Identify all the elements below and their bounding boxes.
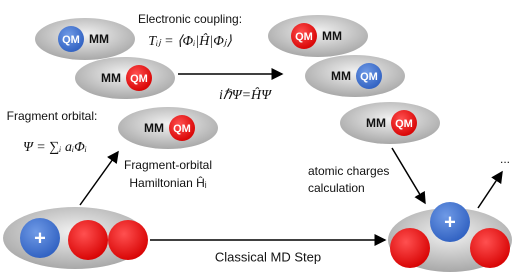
mm-label: MM xyxy=(322,29,342,43)
propagation: iℏΨ=ĤΨ xyxy=(219,86,272,103)
qm-label: QM xyxy=(395,118,413,130)
mm-label: MM xyxy=(366,116,386,130)
mm-label: MM xyxy=(144,121,164,135)
molecule xyxy=(35,18,135,60)
ellipsis: ... xyxy=(500,152,510,166)
qm-label: QM xyxy=(62,34,80,46)
hamiltonian: Hamiltonian Ĥᵢ xyxy=(129,175,206,190)
plus: + xyxy=(34,227,46,249)
fragment-title: Fragment orbital: xyxy=(7,109,98,123)
qm-label: QM xyxy=(360,71,378,83)
charges: calculation xyxy=(308,181,365,195)
hamiltonian: Fragment-orbital xyxy=(124,158,212,172)
molecule xyxy=(118,107,218,149)
molecules: QM MM MM QM MM QM QM MM MM QM MM QM xyxy=(35,15,440,149)
plus: + xyxy=(444,211,456,233)
qm-label: QM xyxy=(130,73,148,85)
coupling-formula: Tᵢⱼ = ⟨Φᵢ|Ĥ|Φⱼ⟩ xyxy=(148,32,232,49)
mm-atom xyxy=(68,220,108,260)
md-step: Classical MD Step xyxy=(215,249,321,264)
mm-atom xyxy=(470,228,510,268)
arrow xyxy=(80,152,118,205)
qm-label: QM xyxy=(173,123,191,135)
molecule xyxy=(75,57,175,99)
charges: atomic charges xyxy=(308,164,389,178)
mm-label: MM xyxy=(101,71,121,85)
mm-label: MM xyxy=(331,69,351,83)
molecule xyxy=(340,102,440,144)
fragment-formula: Ψ = ∑ᵢ aᵢΦᵢ xyxy=(23,140,87,155)
mm-label: MM xyxy=(89,32,109,46)
arrow xyxy=(392,148,425,203)
mm-atom xyxy=(108,220,148,260)
qm-label: QM xyxy=(295,31,313,43)
arrow xyxy=(478,172,502,208)
coupling-title: Electronic coupling: xyxy=(138,12,242,26)
molecule xyxy=(268,15,368,57)
molecule xyxy=(305,55,405,97)
mm-atom xyxy=(390,228,430,268)
diagram: QM MM MM QM MM QM QM MM MM QM MM QM Electronic coup… xyxy=(0,0,515,275)
